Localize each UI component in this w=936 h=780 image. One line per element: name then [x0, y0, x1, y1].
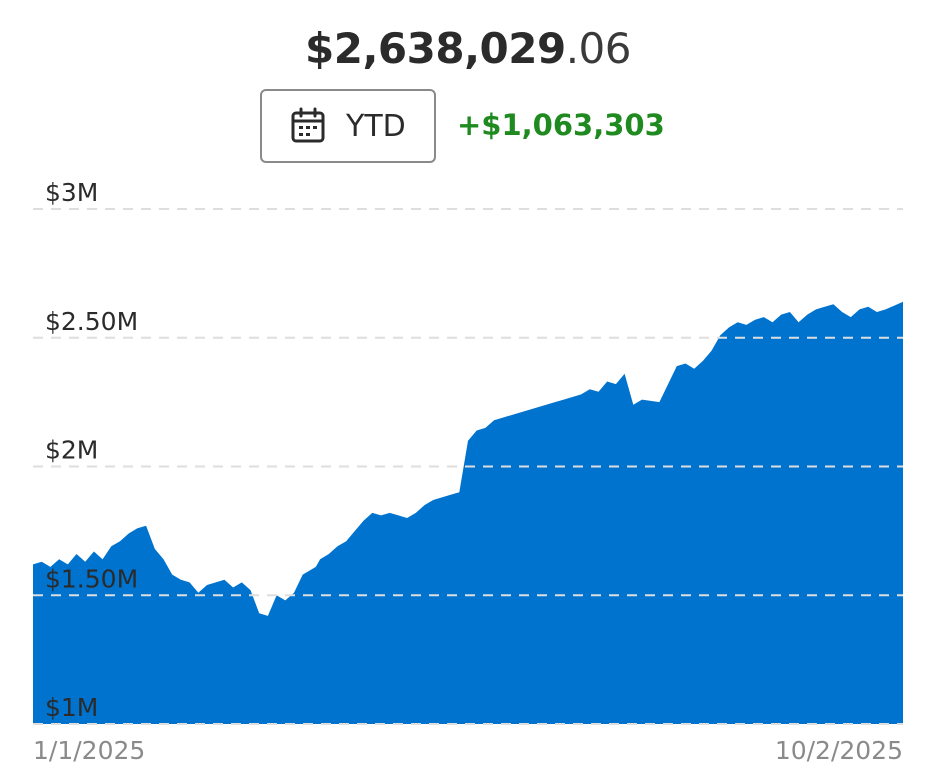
change-value: +$1,063,303	[457, 108, 665, 142]
balance-cents: .06	[565, 24, 632, 73]
x-tick-label-end: 10/2/2025	[775, 736, 903, 765]
y-tick-label: $3M	[45, 178, 98, 207]
portfolio-balance: $2,638,029.06	[0, 22, 936, 76]
y-tick-label: $2M	[45, 436, 98, 465]
y-tick-label: $1M	[45, 693, 98, 722]
y-tick-label: $1.50M	[45, 564, 138, 593]
balance-whole: $2,638,029	[305, 24, 566, 73]
area-series-0	[33, 301, 903, 724]
y-tick-label: $2.50M	[45, 307, 138, 336]
time-range-button[interactable]: YTD	[260, 89, 436, 163]
x-tick-label-start: 1/1/2025	[33, 736, 145, 765]
calendar-icon	[290, 107, 326, 145]
portfolio-header: $2,638,029.06 YTD +$1,063,303	[0, 0, 936, 180]
time-range-label: YTD	[346, 108, 406, 144]
